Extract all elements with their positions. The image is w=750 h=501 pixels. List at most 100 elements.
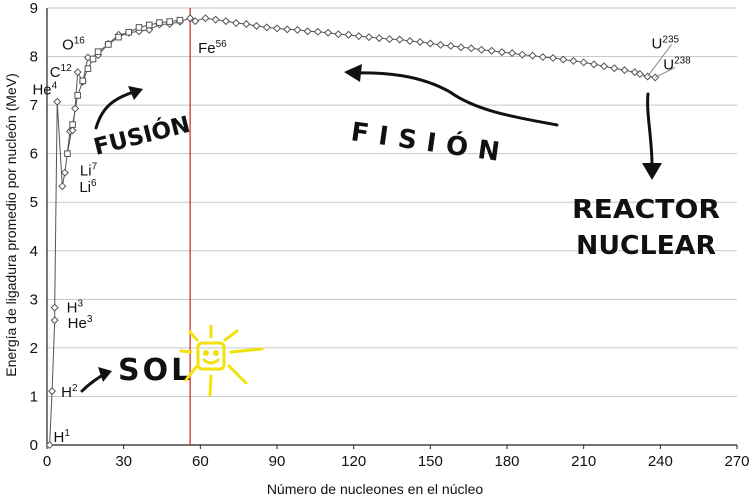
data-point-diamond <box>71 104 80 113</box>
data-point-diamond <box>58 182 67 191</box>
data-point-square <box>105 41 112 48</box>
data-point-diamond <box>186 14 195 23</box>
data-point-diamond <box>334 30 343 39</box>
data-point-diamond <box>232 19 241 28</box>
nuclide-label-o16: O16 <box>62 36 85 54</box>
x-tick-label: 120 <box>341 453 366 470</box>
y-tick-label: 9 <box>30 0 38 17</box>
sun-label: SOL <box>118 353 193 388</box>
y-axis-label: Energía de ligadura promedio por nucleón… <box>3 73 19 377</box>
data-point-square <box>79 77 87 85</box>
nuclide-label-he3: He3 <box>68 314 93 332</box>
data-point-diamond <box>600 62 609 71</box>
nuclide-label-he4: He4 <box>32 81 57 99</box>
reactor-arrow <box>646 92 654 167</box>
data-point-square <box>145 21 153 29</box>
data-point-diamond <box>548 54 558 63</box>
axes <box>46 8 738 449</box>
x-tick-label: 150 <box>418 453 443 470</box>
nuclide-label-u238: U238 <box>663 55 691 73</box>
fusion-annotation: FUSIÓN <box>91 86 193 161</box>
data-point-square <box>94 48 102 56</box>
tick-labels: 0 30 60 90 120 150 180 210 240 270 0 1 2 3 4 5 6 7 8 9 <box>30 0 750 470</box>
nuclide-label-h2: H2 <box>61 383 78 401</box>
data-point-diamond <box>364 33 374 42</box>
x-tick-label: 60 <box>192 453 209 470</box>
data-point-square <box>74 92 81 99</box>
nuclide-label-li7: Li7 <box>80 162 98 180</box>
data-point-diamond <box>48 387 57 396</box>
y-tick-label: 0 <box>30 437 38 454</box>
data-point-square <box>115 33 122 41</box>
data-point-diamond <box>344 30 353 39</box>
data-point-diamond <box>559 55 568 64</box>
data-point-diamond <box>303 27 312 36</box>
reactor-annotation: REACTOR NUCLEAR <box>572 92 720 261</box>
nuclide-label-fe56: Fe56 <box>198 39 227 57</box>
data-point-square <box>84 65 92 72</box>
data-point-diamond <box>313 27 322 36</box>
data-point-diamond <box>221 17 230 26</box>
nuclear-label: NUCLEAR <box>576 231 716 261</box>
data-point-square <box>89 55 97 63</box>
data-point-diamond <box>201 14 210 23</box>
data-point-diamond <box>405 37 414 46</box>
reactor-arrowhead <box>642 163 662 180</box>
data-point-diamond <box>467 44 476 53</box>
data-point-diamond <box>446 41 455 50</box>
fission-arrow <box>350 71 559 127</box>
data-point-diamond <box>579 58 588 67</box>
data-markers <box>45 14 660 450</box>
data-point-diamond <box>508 49 517 58</box>
data-point-square <box>135 24 143 31</box>
data-point-diamond <box>68 126 77 135</box>
y-tick-label: 7 <box>30 97 38 114</box>
y-tick-label: 3 <box>30 291 38 308</box>
x-tick-label: 210 <box>571 453 596 470</box>
data-point-diamond <box>589 60 598 69</box>
data-point-diamond <box>395 35 404 44</box>
data-point-square <box>176 16 184 24</box>
data-point-square <box>64 150 71 157</box>
reactor-label: REACTOR <box>572 195 720 225</box>
data-point-diamond <box>497 48 506 57</box>
data-point-diamond <box>635 70 644 79</box>
nuclide-label-c12: C12 <box>50 63 72 81</box>
data-point-diamond <box>324 28 333 37</box>
data-point-diamond <box>272 24 282 33</box>
data-point-diamond <box>456 43 466 52</box>
data-point-diamond <box>50 303 59 312</box>
data-point-diamond <box>518 50 527 59</box>
data-point-diamond <box>620 66 629 75</box>
y-tick-label: 2 <box>30 340 38 357</box>
fission-arrowhead <box>344 64 362 82</box>
data-point-diamond <box>610 64 619 73</box>
data-point-diamond <box>73 68 82 77</box>
x-tick-label: 180 <box>494 453 519 470</box>
nuclide-label-h3: H3 <box>67 299 84 317</box>
data-point-square <box>166 18 173 25</box>
data-point-diamond <box>651 73 660 82</box>
data-point-diamond <box>45 440 54 450</box>
y-tick-label: 4 <box>30 243 38 260</box>
data-point-diamond <box>375 34 384 43</box>
data-point-diamond <box>528 51 537 60</box>
data-point-diamond <box>53 97 62 106</box>
y-tick-label: 6 <box>30 146 38 163</box>
data-point-diamond <box>569 56 578 65</box>
x-tick-label: 0 <box>43 453 51 470</box>
y-tick-label: 5 <box>30 194 38 211</box>
data-point-diamond <box>211 15 220 24</box>
data-point-diamond <box>252 21 261 30</box>
data-point-diamond <box>477 45 486 54</box>
data-point-diamond <box>538 53 547 62</box>
x-tick-label: 270 <box>724 453 749 470</box>
sun-icon <box>179 324 264 397</box>
x-axis-label: Número de nucleones en el núcleo <box>267 481 484 497</box>
data-point-diamond <box>50 316 59 325</box>
fusion-arrowhead <box>128 86 143 100</box>
y-tick-label: 1 <box>30 388 38 405</box>
data-point-diamond <box>191 17 200 26</box>
